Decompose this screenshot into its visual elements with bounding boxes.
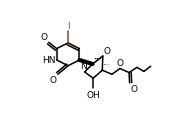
- Text: I: I: [67, 22, 69, 31]
- Text: O: O: [131, 84, 138, 93]
- Text: OH: OH: [86, 90, 100, 99]
- Text: O: O: [41, 33, 48, 42]
- Text: O: O: [104, 46, 111, 55]
- Text: ···: ···: [93, 55, 102, 64]
- Text: N: N: [80, 61, 87, 70]
- Text: O: O: [116, 59, 123, 68]
- Text: ···: ···: [103, 61, 110, 69]
- Text: O: O: [50, 76, 57, 85]
- Text: HN: HN: [42, 56, 55, 65]
